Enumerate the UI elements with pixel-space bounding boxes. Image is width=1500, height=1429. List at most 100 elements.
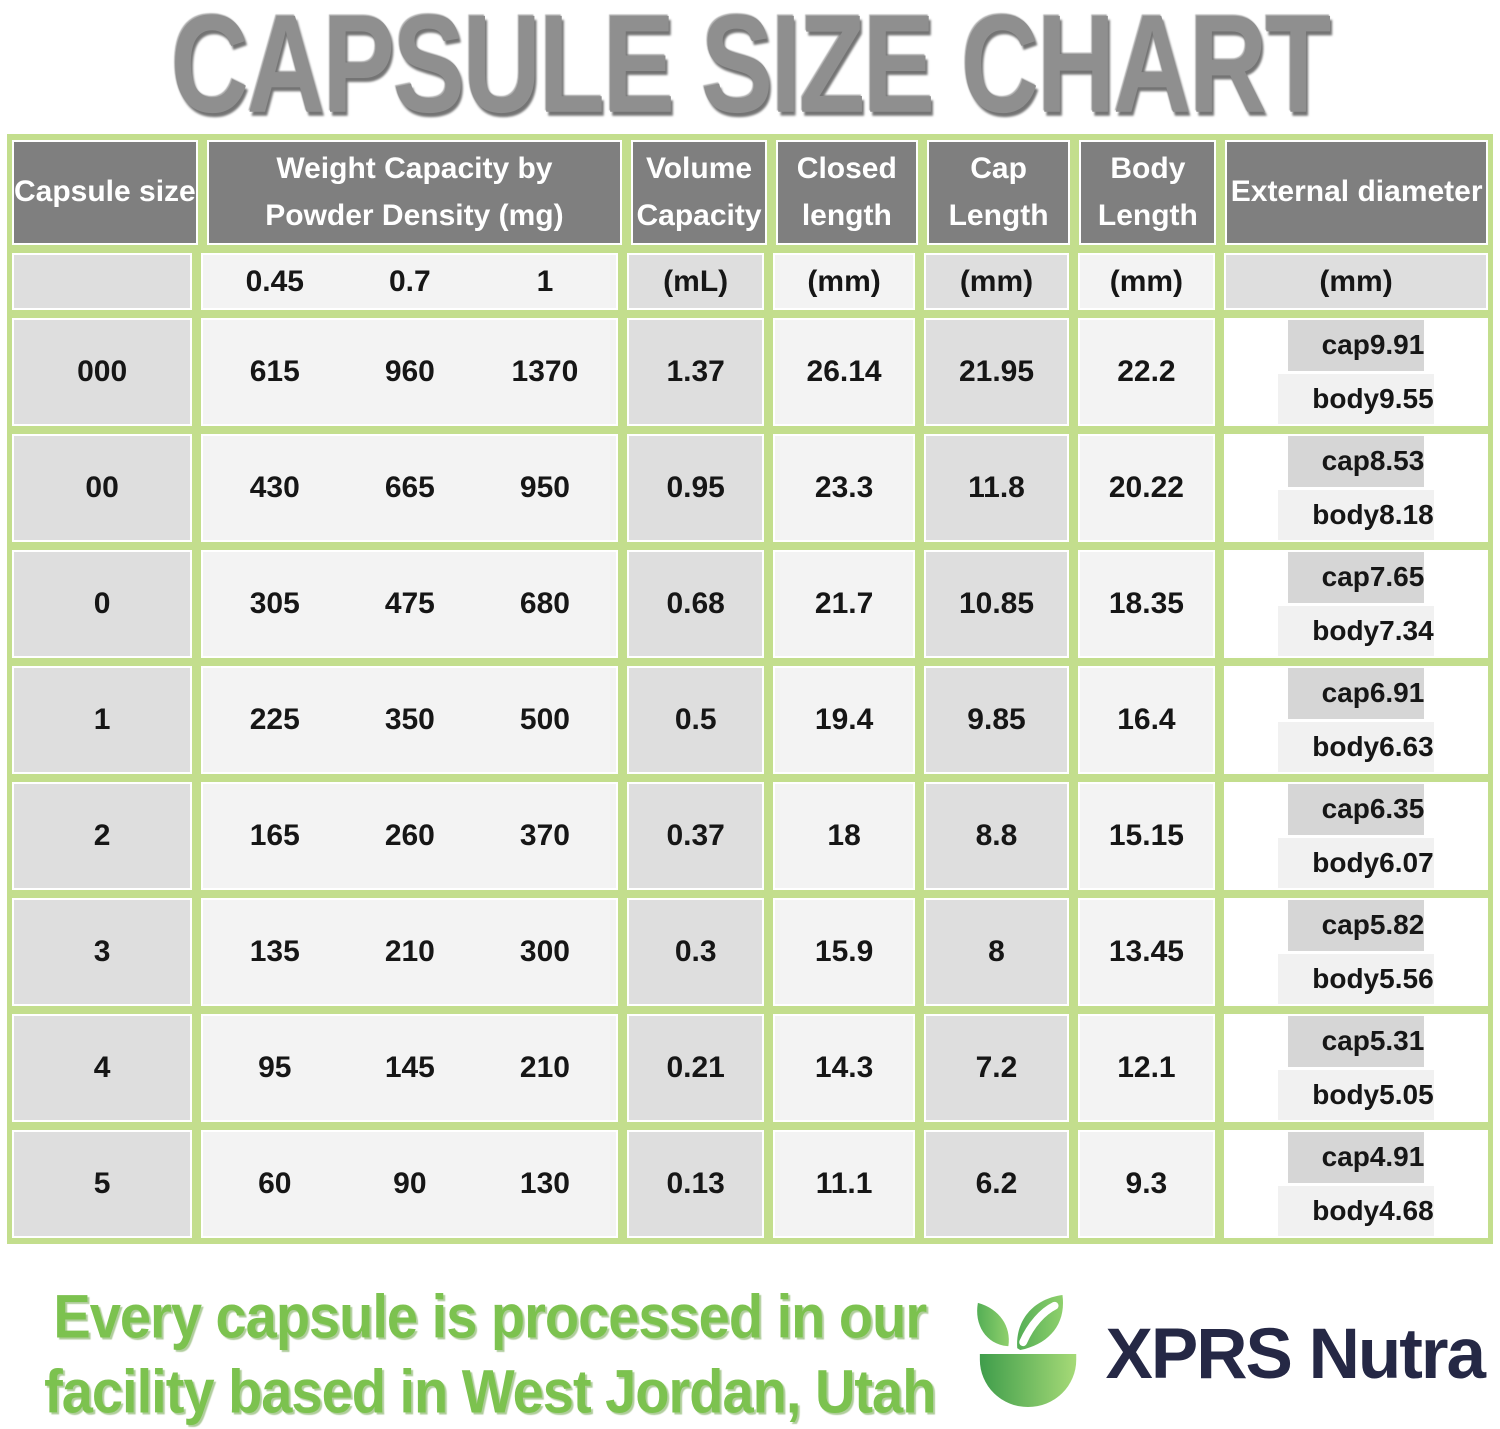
table-row: 000 615 960 1370 1.37 26.14 21.95 22.2 cap 9.91 bo…	[14, 320, 1486, 424]
cell-weight-045: 135	[249, 935, 300, 968]
cell-closed-length: 18	[774, 784, 914, 888]
header-closed-length: Closed length	[777, 142, 916, 243]
units-body: (mm)	[1079, 255, 1214, 308]
brand-name: XPRS Nutra	[1105, 1314, 1486, 1394]
cell-weight-045: 60	[258, 1167, 292, 1200]
mortar-leaves-icon	[972, 1293, 1090, 1416]
cell-weight-045: 165	[249, 819, 300, 852]
header-body-length: Body Length	[1081, 142, 1215, 243]
cell-cap-length: 9.85	[926, 668, 1067, 772]
cell-volume-capacity: 0.21	[629, 1016, 762, 1120]
table-row: 0 305 475 680 0.68 21.7 10.85 18.35 cap 7.65 body 7…	[14, 552, 1486, 656]
external-cap-value: 7.65	[1369, 561, 1425, 593]
cell-body-length: 22.2	[1079, 320, 1214, 424]
cell-body-length: 12.1	[1079, 1016, 1214, 1120]
external-body-value: 4.68	[1379, 1194, 1434, 1226]
cell-capsule-size: 5	[14, 1132, 191, 1236]
cell-weight-capacities: 135 210 300	[203, 900, 617, 1004]
external-cap-value: 5.31	[1369, 1025, 1425, 1057]
cell-closed-length: 26.14	[774, 320, 914, 424]
cell-volume-capacity: 1.37	[629, 320, 762, 424]
units-densities: 0.45 0.7 1	[203, 255, 617, 308]
cell-capsule-size: 1	[14, 668, 191, 772]
external-body-label: body	[1312, 614, 1380, 646]
external-body-label: body	[1312, 962, 1380, 994]
external-cap-row: cap 5.82	[1287, 900, 1425, 951]
cell-weight-capacities: 60 90 130	[203, 1132, 617, 1236]
external-body-value: 8.18	[1379, 498, 1434, 530]
cell-weight-capacities: 225 350 500	[203, 668, 617, 772]
cell-weight-1: 300	[519, 935, 570, 968]
external-body-label: body	[1312, 498, 1380, 530]
cell-weight-07: 145	[384, 1051, 435, 1084]
cell-weight-1: 370	[519, 819, 570, 852]
cell-capsule-size: 3	[14, 900, 191, 1004]
external-body-row: body 5.56	[1278, 953, 1434, 1004]
cell-closed-length: 21.7	[774, 552, 914, 656]
external-cap-row: cap 8.53	[1287, 436, 1425, 487]
capsule-size-table: Capsule size Weight Capacity by Powder D…	[7, 134, 1493, 1244]
cell-body-length: 13.45	[1079, 900, 1214, 1004]
cell-volume-capacity: 0.37	[629, 784, 762, 888]
external-cap-row: cap 6.91	[1287, 668, 1425, 719]
external-cap-value: 8.53	[1369, 445, 1425, 477]
external-body-label: body	[1312, 382, 1380, 414]
external-body-row: body 6.07	[1278, 837, 1434, 888]
external-body-row: body 7.34	[1278, 605, 1434, 656]
cell-weight-capacities: 95 145 210	[203, 1016, 617, 1120]
table-row: 1 225 350 500 0.5 19.4 9.85 16.4 cap 6.91 body 6.63	[14, 668, 1486, 772]
cell-closed-length: 19.4	[774, 668, 914, 772]
external-cap-label: cap	[1321, 561, 1370, 593]
cell-volume-capacity: 0.3	[629, 900, 762, 1004]
external-cap-value: 6.35	[1369, 793, 1425, 825]
cell-external-diameter: cap 9.91 body 9.55	[1226, 320, 1486, 424]
cell-weight-045: 615	[249, 355, 300, 388]
cell-weight-07: 475	[384, 587, 435, 620]
external-body-label: body	[1312, 730, 1380, 762]
cell-external-diameter: cap 6.35 body 6.07	[1226, 784, 1486, 888]
units-capsule-size-empty	[14, 255, 191, 308]
external-cap-label: cap	[1321, 909, 1370, 941]
cell-weight-capacities: 305 475 680	[203, 552, 617, 656]
units-closed: (mm)	[774, 255, 914, 308]
cell-weight-capacities: 165 260 370	[203, 784, 617, 888]
cell-capsule-size: 000	[14, 320, 191, 424]
external-body-label: body	[1312, 1078, 1380, 1110]
table-row: 3 135 210 300 0.3 15.9 8 13.45 cap 5.82 body 5.56	[14, 900, 1486, 1004]
external-body-row: body 6.63	[1278, 721, 1434, 772]
external-body-value: 6.07	[1379, 846, 1434, 878]
cell-external-diameter: cap 8.53 body 8.18	[1226, 436, 1486, 540]
external-cap-label: cap	[1321, 793, 1370, 825]
cell-weight-1: 500	[519, 703, 570, 736]
footer-note-line2: facility based in West Jordan, Utah	[44, 1356, 936, 1426]
cell-cap-length: 7.2	[926, 1016, 1067, 1120]
table-row: 5 60 90 130 0.13 11.1 6.2 9.3 cap 4.91 body 4.68	[14, 1132, 1486, 1236]
cell-weight-1: 130	[519, 1167, 570, 1200]
header-cap-length: Cap Length	[928, 142, 1069, 243]
cell-volume-capacity: 0.13	[629, 1132, 762, 1236]
cell-cap-length: 21.95	[926, 320, 1067, 424]
external-cap-row: cap 7.65	[1287, 552, 1425, 603]
cell-weight-045: 430	[249, 471, 300, 504]
cell-volume-capacity: 0.95	[629, 436, 762, 540]
cell-external-diameter: cap 4.91 body 4.68	[1226, 1132, 1486, 1236]
external-cap-row: cap 9.91	[1287, 320, 1425, 371]
cell-capsule-size: 00	[14, 436, 191, 540]
cell-closed-length: 23.3	[774, 436, 914, 540]
external-body-row: body 5.05	[1278, 1069, 1434, 1120]
external-cap-value: 4.91	[1369, 1141, 1425, 1173]
external-cap-label: cap	[1321, 677, 1370, 709]
units-cap: (mm)	[926, 255, 1067, 308]
external-cap-label: cap	[1321, 445, 1370, 477]
external-body-row: body 4.68	[1278, 1185, 1434, 1236]
external-body-row: body 8.18	[1278, 489, 1434, 540]
cell-closed-length: 11.1	[774, 1132, 914, 1236]
table-row: 00 430 665 950 0.95 23.3 11.8 20.22 cap 8.53 body 8…	[14, 436, 1486, 540]
external-body-value: 5.56	[1379, 962, 1434, 994]
cell-body-length: 15.15	[1079, 784, 1214, 888]
cell-weight-07: 960	[384, 355, 435, 388]
cell-volume-capacity: 0.5	[629, 668, 762, 772]
external-cap-row: cap 5.31	[1287, 1016, 1425, 1067]
table-header-row: Capsule size Weight Capacity by Powder D…	[14, 142, 1486, 243]
cell-weight-capacities: 430 665 950	[203, 436, 617, 540]
